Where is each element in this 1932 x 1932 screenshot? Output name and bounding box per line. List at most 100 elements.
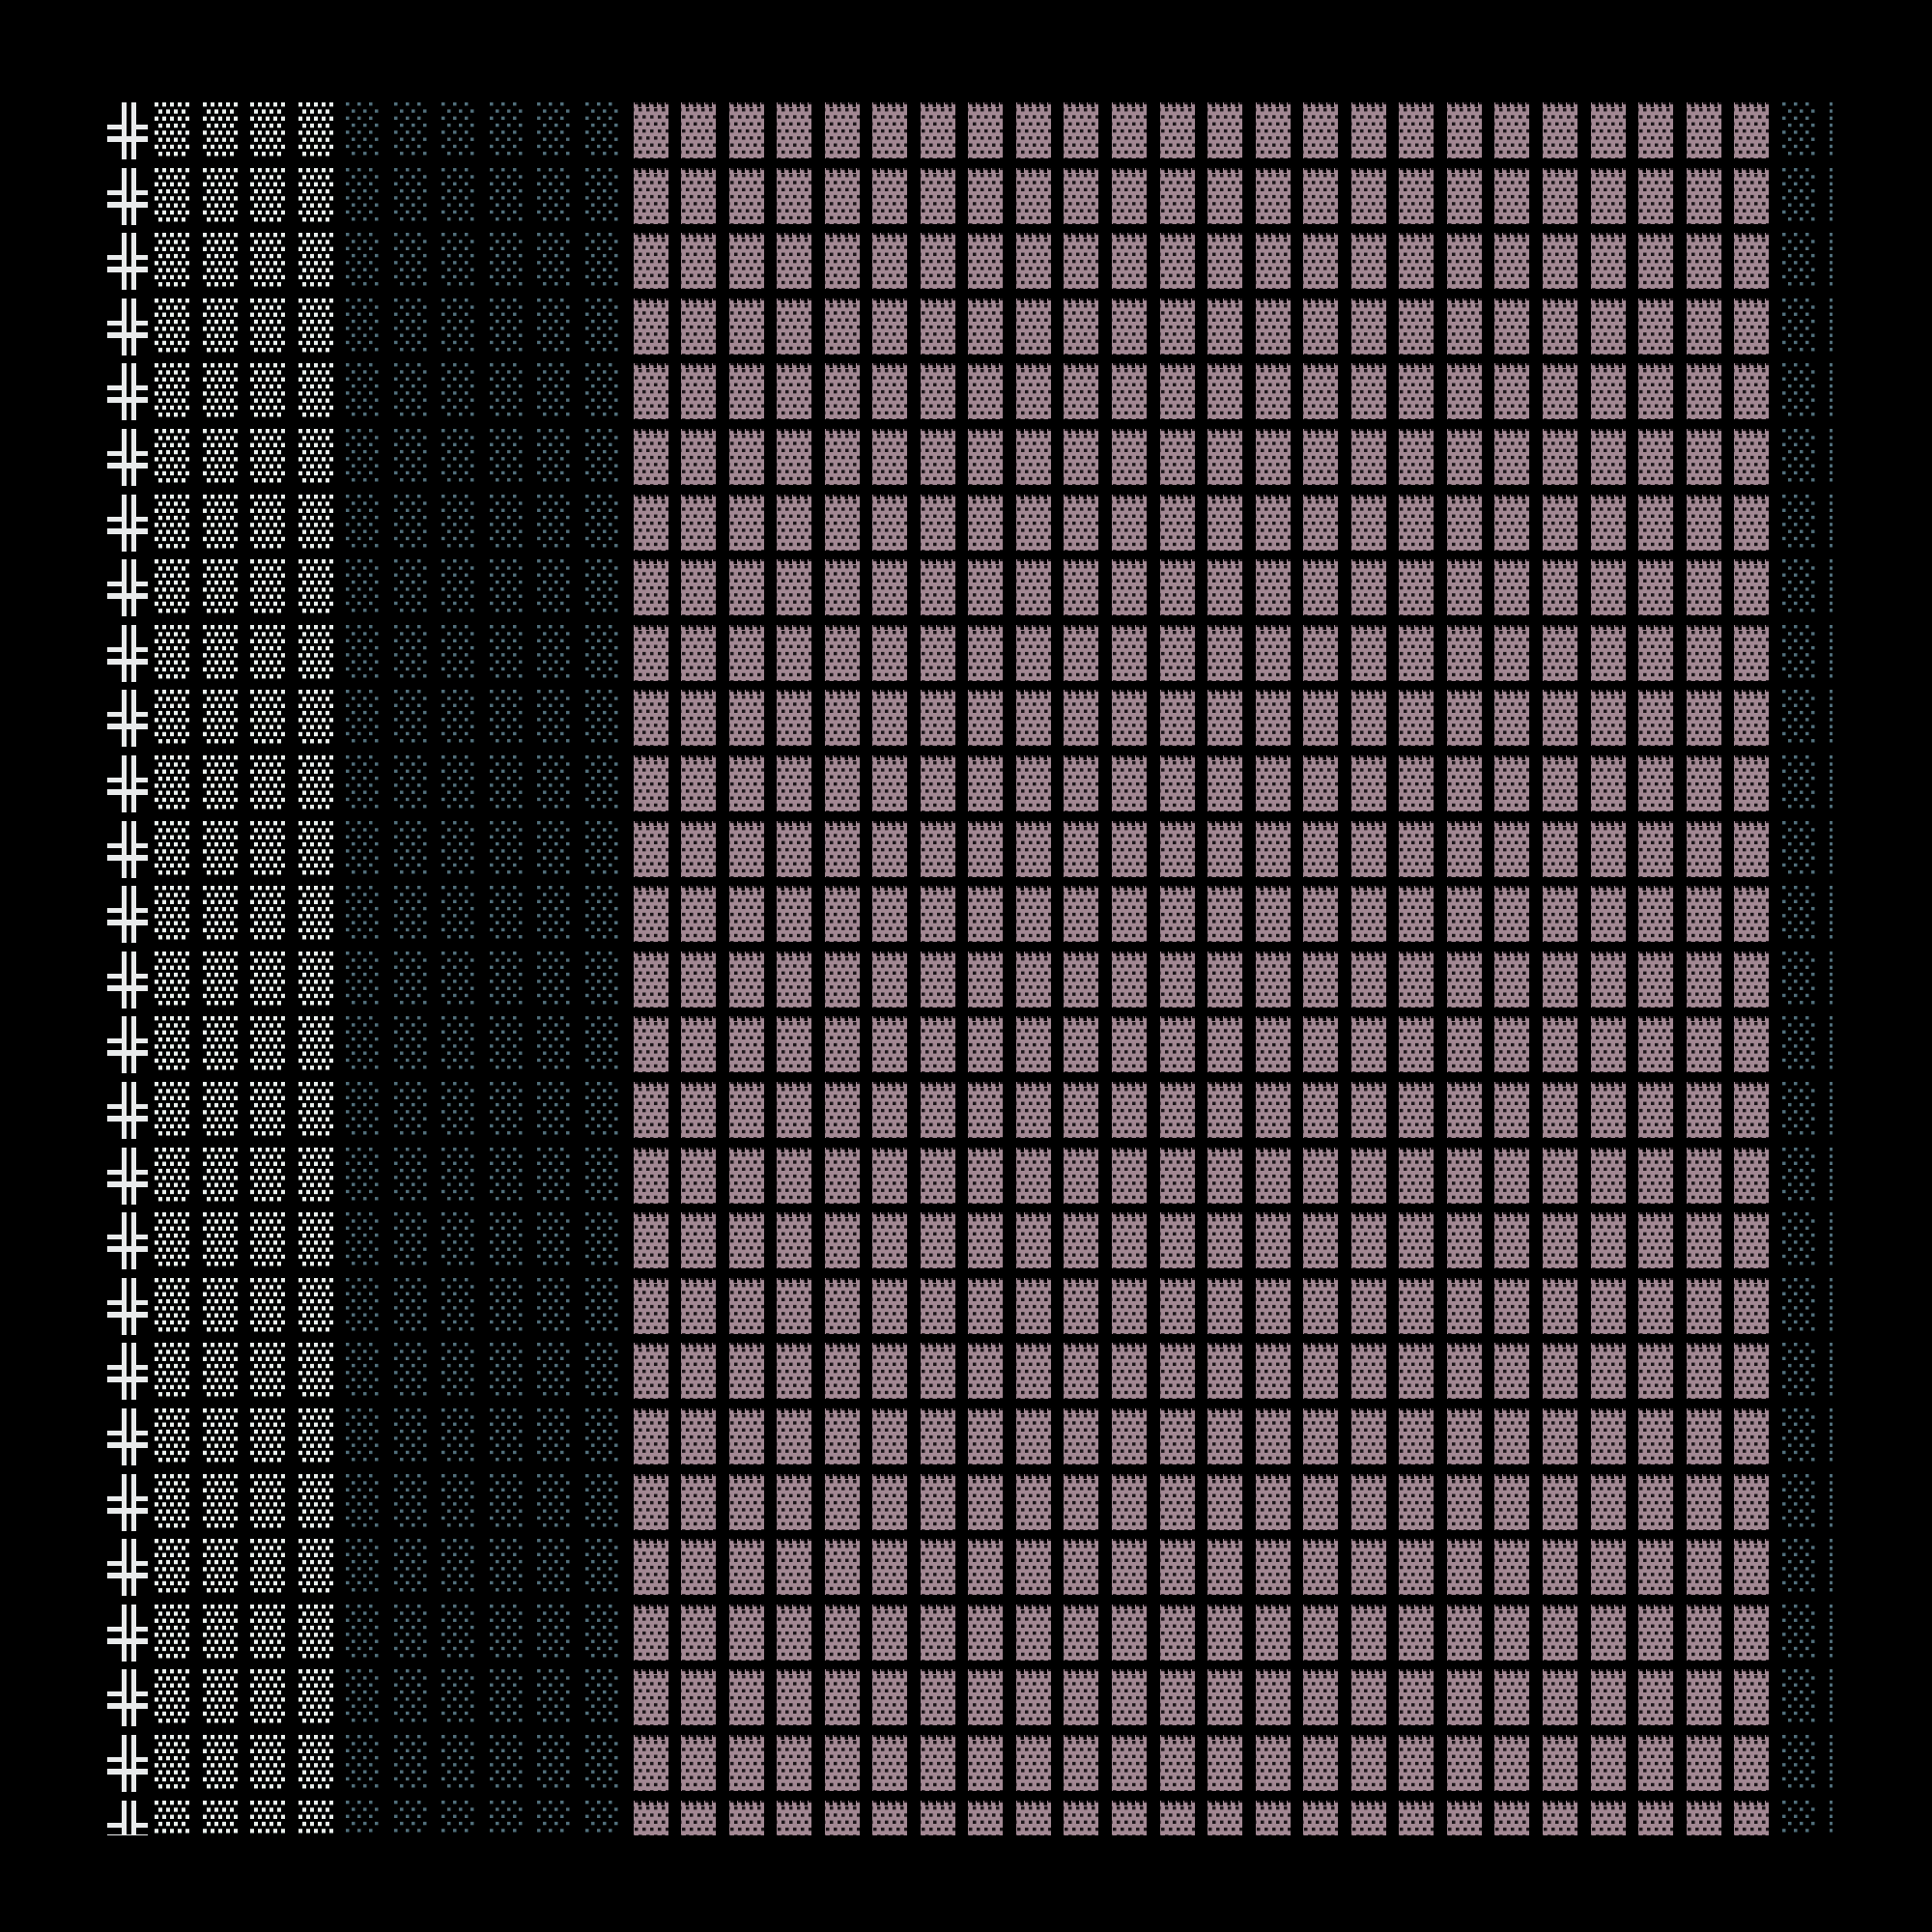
dot-cell-teal — [537, 1016, 573, 1073]
dot-cell-pink — [1064, 1604, 1099, 1661]
dot-cell-pink — [1686, 1147, 1721, 1204]
dot-cell-teal — [1781, 1277, 1817, 1334]
dot-cell-pink — [1734, 1735, 1770, 1791]
dot-cell-pink — [872, 1408, 908, 1464]
dot-cell-pink — [1399, 1473, 1435, 1530]
dot-cell-pink — [872, 1669, 908, 1726]
dot-cell-pink — [920, 298, 955, 355]
dot-cell-pink — [1399, 363, 1435, 420]
dot-cell-pink — [1112, 624, 1147, 681]
dot-cell-pink — [681, 1669, 717, 1726]
dot-cell-teal — [346, 1016, 382, 1073]
dot-cell-pink — [1494, 690, 1530, 747]
dot-cell-pink — [681, 1800, 717, 1835]
dot-cell-pink — [633, 951, 668, 1008]
dot-cell-teal — [489, 1277, 525, 1334]
dot-cell-pink — [777, 690, 812, 747]
dot-cell-pink — [1208, 1604, 1243, 1661]
dot-cell-pink — [777, 1735, 812, 1791]
dot-cell-teal — [489, 820, 525, 877]
dot-cell-pink — [1399, 1604, 1435, 1661]
dot-cell-bright — [202, 624, 238, 681]
dot-cell-pink — [1686, 102, 1721, 158]
dot-cell-pink — [1303, 1539, 1339, 1596]
dot-cell-teal — [584, 102, 620, 158]
dot-cell-bright — [155, 820, 189, 877]
dot-cell-pink — [1159, 951, 1195, 1008]
dot-cell-pink — [824, 1604, 860, 1661]
dot-cell-pink — [920, 690, 955, 747]
dot-cell-pink — [1255, 1016, 1291, 1073]
dot-cell-pink — [872, 1473, 908, 1530]
dot-cell-bright — [298, 233, 333, 290]
dot-cell-pink — [1159, 102, 1195, 158]
dot-cell-teal — [441, 755, 477, 811]
cross-junction-glyph — [107, 494, 148, 552]
dot-cell-pink — [1638, 1212, 1674, 1269]
dot-cell-pink — [633, 1669, 668, 1726]
dot-cell-pink — [1255, 1604, 1291, 1661]
dot-cell-sliver — [1830, 1735, 1834, 1791]
dot-cell-bright — [298, 494, 333, 551]
dot-cell-pink — [1686, 1473, 1721, 1530]
dot-cell-teal — [441, 233, 477, 290]
dot-cell-teal — [537, 298, 573, 355]
dot-cell-pink — [777, 1343, 812, 1400]
dot-cell-teal — [441, 1147, 477, 1204]
dot-cell-pink — [1064, 298, 1099, 355]
dot-cell-teal — [441, 1539, 477, 1596]
dot-cell-pink — [1208, 1016, 1243, 1073]
dot-cell-pink — [1303, 429, 1339, 485]
dot-cell-bright — [250, 1277, 286, 1334]
dot-cell-pink — [1159, 1800, 1195, 1835]
dot-cell-pink — [1638, 1473, 1674, 1530]
dot-cell-bright — [202, 1212, 238, 1269]
dot-cell-teal — [537, 1147, 573, 1204]
dot-cell-pink — [1542, 1473, 1577, 1530]
dot-cell-pink — [681, 951, 717, 1008]
dot-cell-pink — [1064, 1408, 1099, 1464]
dot-cell-pink — [1208, 429, 1243, 485]
dot-cell-pink — [681, 1735, 717, 1791]
dot-cell-teal — [1781, 1343, 1817, 1400]
dot-cell-pink — [872, 886, 908, 943]
dot-cell-pink — [1590, 1147, 1626, 1204]
dot-cell-pink — [1446, 1277, 1482, 1334]
dot-cell-pink — [1112, 1016, 1147, 1073]
dot-cell-bright — [250, 755, 286, 811]
dot-cell-pink — [1590, 1669, 1626, 1726]
dot-cell-bright — [250, 1735, 286, 1791]
dot-cell-pink — [1446, 233, 1482, 290]
dot-cell-pink — [681, 820, 717, 877]
dot-cell-pink — [1638, 1016, 1674, 1073]
dot-cell-pink — [1590, 233, 1626, 290]
dot-cell-pink — [1686, 690, 1721, 747]
dot-cell-pink — [968, 1408, 1004, 1464]
dot-cell-bright — [298, 624, 333, 681]
dot-cell-pink — [681, 102, 717, 158]
dot-cell-pink — [1494, 1212, 1530, 1269]
dot-cell-pink — [1064, 1212, 1099, 1269]
dot-cell-pink — [824, 1800, 860, 1835]
dot-cell-bright — [298, 1473, 333, 1530]
dot-cell-pink — [1494, 1539, 1530, 1596]
dot-cell-teal — [393, 1604, 429, 1661]
dot-cell-pink — [1446, 1212, 1482, 1269]
dot-cell-sliver — [1830, 624, 1834, 681]
dot-cell-teal — [346, 690, 382, 747]
dot-cell-pink — [1542, 755, 1577, 811]
dot-cell-pink — [824, 1669, 860, 1726]
dot-cell-pink — [1303, 1082, 1339, 1138]
dot-cell-pink — [968, 1735, 1004, 1791]
dot-cell-pink — [1399, 755, 1435, 811]
dot-cell-pink — [1399, 1735, 1435, 1791]
dot-cell-bright — [202, 755, 238, 811]
dot-cell-pink — [1350, 1277, 1386, 1334]
dot-cell-pink — [1542, 1604, 1577, 1661]
dot-cell-pink — [1590, 102, 1626, 158]
dot-cell-pink — [1064, 886, 1099, 943]
dot-cell-bright — [155, 951, 189, 1008]
dot-cell-pink — [1542, 494, 1577, 551]
dot-cell-teal — [393, 233, 429, 290]
